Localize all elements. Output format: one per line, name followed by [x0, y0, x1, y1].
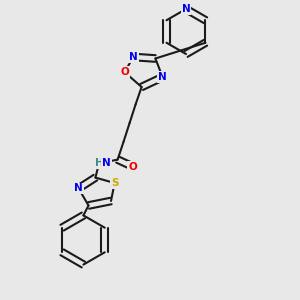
Text: S: S [111, 178, 118, 188]
Text: N: N [74, 183, 83, 194]
Text: N: N [102, 158, 111, 169]
Text: N: N [158, 72, 167, 82]
Text: H: H [94, 158, 103, 169]
Text: N: N [182, 4, 190, 14]
Text: O: O [120, 67, 129, 77]
Text: N: N [129, 52, 138, 62]
Text: O: O [128, 161, 137, 172]
